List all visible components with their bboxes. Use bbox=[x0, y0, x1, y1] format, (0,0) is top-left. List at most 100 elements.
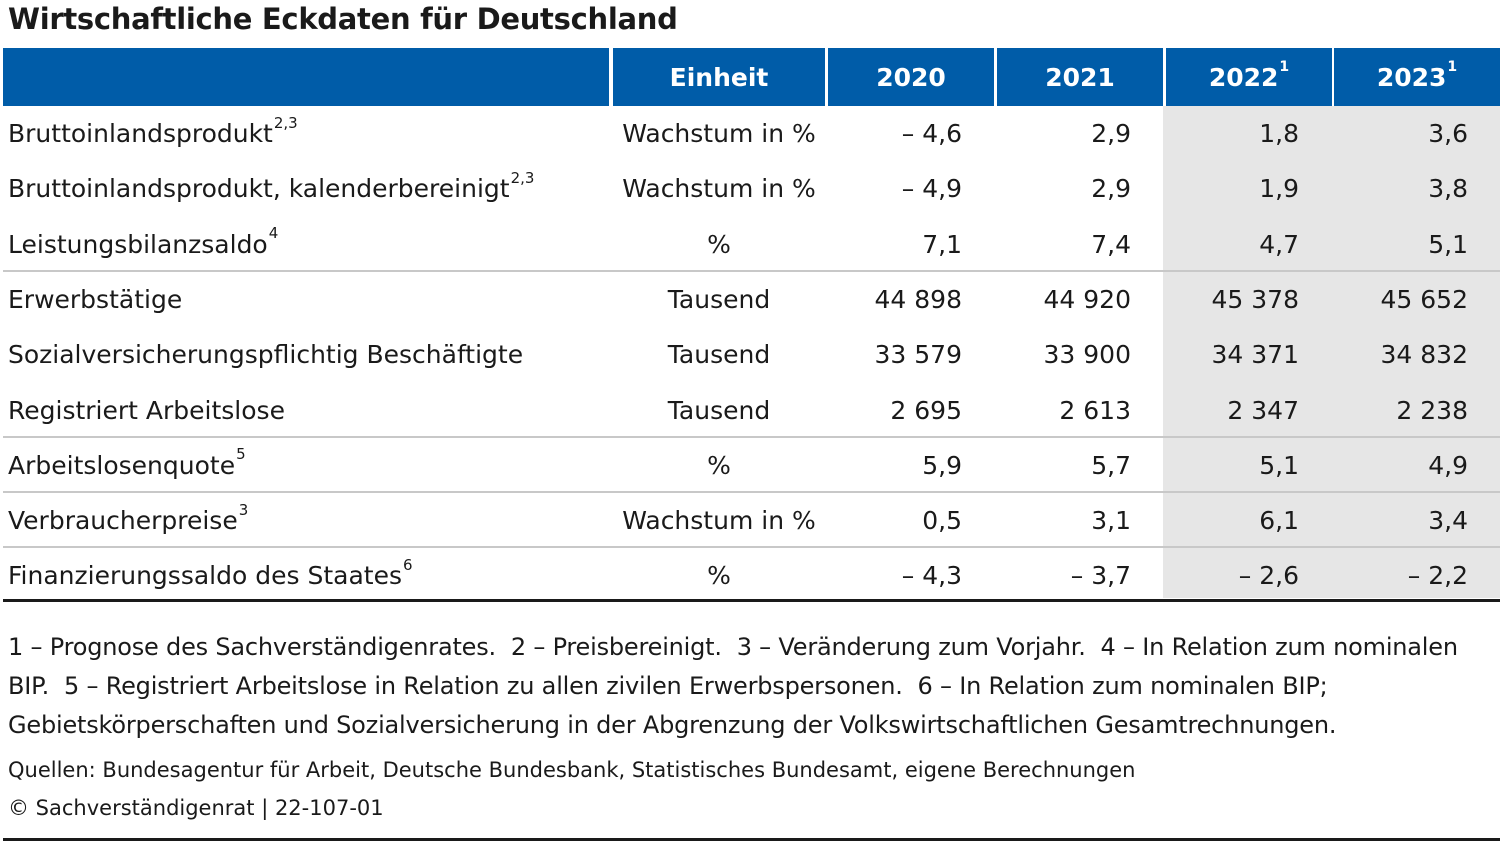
row-label-text: Leistungsbilanzsaldo bbox=[8, 229, 268, 259]
unit-cell: % bbox=[707, 450, 731, 480]
value-cell-2020: – 4,9 bbox=[901, 174, 962, 204]
unit-cell: Tausend bbox=[667, 395, 771, 425]
header-footnote-ref: 1 bbox=[1279, 59, 1290, 75]
header-cell-5: 2023 1 bbox=[1334, 48, 1500, 106]
value-cell-2023: 4,9 bbox=[1428, 450, 1468, 480]
value-cell-2021: 3,1 bbox=[1091, 506, 1131, 536]
value-cell-2023: 3,6 bbox=[1428, 119, 1468, 148]
table-row: Bruttoinlandsprodukt 2,3 Wachstum in % – 4,… bbox=[3, 106, 1500, 161]
page-title: Wirtschaftliche Eckdaten für Deutschland bbox=[8, 2, 678, 36]
header-label: 2022 bbox=[1208, 62, 1279, 92]
row-label: Finanzierungssaldo des Staates 6 bbox=[8, 548, 413, 603]
value-cell-2021: 2,9 bbox=[1091, 174, 1131, 204]
value-cell-2020: – 4,3 bbox=[901, 561, 962, 591]
row-label: Erwerbstätige bbox=[8, 272, 182, 327]
header-cell-4: 2022 1 bbox=[1166, 48, 1332, 106]
row-label: Bruttoinlandsprodukt, kalenderbereinigt 2… bbox=[8, 161, 534, 216]
header-footnote-ref: 1 bbox=[1447, 59, 1458, 75]
value-cell-2023: 2 238 bbox=[1396, 395, 1468, 425]
table-row: Sozialversicherungspflichtig Beschäftigt… bbox=[3, 327, 1500, 382]
header-label: 2020 bbox=[876, 62, 946, 92]
unit-cell: Wachstum in % bbox=[622, 506, 816, 536]
header-label: Einheit bbox=[669, 62, 769, 92]
unit-cell: % bbox=[707, 229, 731, 259]
row-label-text: Arbeitslosenquote bbox=[8, 450, 236, 480]
row-label: Bruttoinlandsprodukt 2,3 bbox=[8, 106, 298, 161]
value-cell-2021: 7,4 bbox=[1091, 229, 1131, 259]
footnote-3: 3 – Veränderung zum Vorjahr. bbox=[736, 633, 1086, 661]
value-cell-2021: – 3,7 bbox=[1070, 561, 1131, 591]
value-cell-2023: 3,4 bbox=[1428, 506, 1468, 536]
value-cell-2021: 33 900 bbox=[1043, 340, 1131, 370]
footnote-1: 1 – Prognose des Sachverständigenrates. bbox=[8, 633, 496, 661]
row-label-text: Sozialversicherungspflichtig Beschäftigt… bbox=[8, 340, 524, 370]
value-cell-2022: 5,1 bbox=[1259, 450, 1299, 480]
footnote-6: 6 – In Relation zum nominalen BIP; Gebie… bbox=[8, 672, 1337, 739]
row-label: Verbraucherpreise 3 bbox=[8, 493, 248, 548]
header-cell-2: 2020 bbox=[828, 48, 994, 106]
value-cell-2022: 34 371 bbox=[1211, 340, 1299, 370]
unit-cell: Tausend bbox=[667, 284, 771, 314]
table-bottom-rule bbox=[3, 599, 1500, 602]
value-cell-2023: 45 652 bbox=[1380, 284, 1468, 314]
value-cell-2021: 5,7 bbox=[1091, 450, 1131, 480]
value-cell-2022: 45 378 bbox=[1211, 284, 1299, 314]
header-cell-0 bbox=[3, 48, 609, 106]
row-label-text: Bruttoinlandsprodukt bbox=[8, 119, 273, 148]
row-label-text: Bruttoinlandsprodukt, kalenderbereinigt bbox=[8, 174, 510, 204]
table-row: Registriert Arbeitslose Tausend 2 695 2 613… bbox=[3, 383, 1500, 438]
value-cell-2022: 6,1 bbox=[1259, 506, 1299, 536]
unit-cell: Wachstum in % bbox=[622, 119, 816, 148]
footnote-ref: 4 bbox=[268, 224, 279, 243]
row-label-text: Finanzierungssaldo des Staates bbox=[8, 561, 402, 591]
unit-cell: % bbox=[707, 561, 731, 591]
value-cell-2020: 2 695 bbox=[890, 395, 962, 425]
row-label: Leistungsbilanzsaldo 4 bbox=[8, 217, 278, 272]
footnote-ref: 2,3 bbox=[510, 168, 535, 187]
footnote-2: 2 – Preisbereinigt. bbox=[510, 633, 722, 661]
table-row: Verbraucherpreise 3 Wachstum in % 0,5 3,1 6,1… bbox=[3, 493, 1500, 549]
value-cell-2020: 5,9 bbox=[922, 450, 962, 480]
row-label-text: Verbraucherpreise bbox=[8, 506, 238, 536]
table-row: Erwerbstätige Tausend 44 898 44 920 45 378 45… bbox=[3, 272, 1500, 327]
value-cell-2022: – 2,6 bbox=[1238, 561, 1299, 591]
value-cell-2023: – 2,2 bbox=[1407, 561, 1468, 591]
copyright-note: © Sachverständigenrat | 22-107-01 bbox=[8, 796, 384, 820]
row-label-text: Erwerbstätige bbox=[8, 284, 183, 314]
footnotes: 1 – Prognose des Sachverständigenrates. … bbox=[8, 628, 1468, 745]
row-label: Registriert Arbeitslose bbox=[8, 383, 285, 438]
table-row: Arbeitslosenquote 5% 5,9 5,7 5,1 4,9 bbox=[3, 438, 1500, 493]
footnote-5: 5 – Registriert Arbeitslose in Relation … bbox=[63, 672, 903, 700]
header-cell-3: 2021 bbox=[997, 48, 1163, 106]
footnote-ref: 5 bbox=[236, 445, 246, 464]
footnote-ref: 6 bbox=[402, 555, 413, 574]
value-cell-2021: 2 613 bbox=[1059, 395, 1131, 425]
header-label: 2023 bbox=[1376, 62, 1447, 92]
footer-rule bbox=[3, 838, 1500, 841]
footnote-ref: 3 bbox=[238, 500, 249, 519]
unit-cell: Tausend bbox=[667, 340, 771, 370]
header-cell-1: Einheit bbox=[613, 48, 825, 106]
value-cell-2022: 2 347 bbox=[1227, 395, 1299, 425]
value-cell-2023: 34 832 bbox=[1380, 340, 1468, 370]
forecast-shading bbox=[1163, 106, 1500, 598]
table-row: Finanzierungssaldo des Staates 6% – 4,3 – 3… bbox=[3, 548, 1500, 603]
value-cell-2020: 7,1 bbox=[922, 229, 962, 259]
value-cell-2022: 1,8 bbox=[1259, 119, 1299, 148]
value-cell-2020: 0,5 bbox=[922, 506, 962, 536]
value-cell-2020: 44 898 bbox=[874, 284, 962, 314]
sources-note: Quellen: Bundesagentur für Arbeit, Deuts… bbox=[8, 758, 1136, 782]
value-cell-2022: 4,7 bbox=[1259, 229, 1299, 259]
value-cell-2020: – 4,6 bbox=[901, 119, 962, 148]
value-cell-2021: 44 920 bbox=[1043, 284, 1131, 314]
row-label: Arbeitslosenquote 5 bbox=[8, 438, 246, 493]
unit-cell: Wachstum in % bbox=[622, 174, 816, 204]
row-label-text: Registriert Arbeitslose bbox=[8, 395, 285, 425]
header-label: 2021 bbox=[1045, 62, 1115, 92]
row-label: Sozialversicherungspflichtig Beschäftigt… bbox=[8, 327, 523, 382]
value-cell-2023: 5,1 bbox=[1428, 229, 1468, 259]
footnote-4: 4 – In Relation zum nominalen BIP. bbox=[8, 633, 1458, 700]
value-cell-2021: 2,9 bbox=[1091, 119, 1131, 148]
table-row: Bruttoinlandsprodukt, kalenderbereinigt 2… bbox=[3, 161, 1500, 216]
table-row: Leistungsbilanzsaldo 4% 7,1 7,4 4,7 5,1 bbox=[3, 217, 1500, 272]
